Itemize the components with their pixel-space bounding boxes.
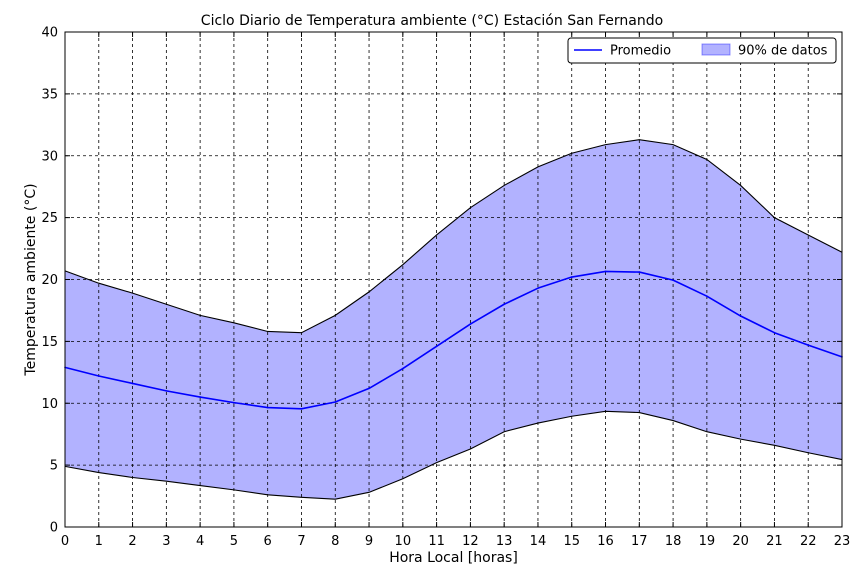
band-lower-edge <box>64 410 843 500</box>
legend-band-swatch <box>701 43 731 56</box>
y-tick-label: 10 <box>41 397 58 412</box>
series-point-promedio <box>807 344 810 346</box>
x-tick-label: 18 <box>665 534 682 549</box>
series-point-promedio <box>266 406 269 409</box>
y-tick-label: 30 <box>41 149 58 164</box>
plot-area: 0 1 2 3 4 5 6 7 8 9 10 11 12 13 14 15 16 17 18 19 20 21 22 2305… <box>41 26 850 550</box>
series-point-promedio <box>300 408 303 410</box>
x-tick-label: 10 <box>395 534 412 549</box>
x-tick-label: 9 <box>365 534 373 549</box>
series-point-promedio <box>131 382 134 385</box>
series-point-promedio <box>97 375 100 377</box>
legend-label-promedio: Promedio <box>610 44 671 59</box>
series-point-promedio <box>706 295 708 298</box>
series-point-promedio <box>537 287 539 289</box>
x-tick-label: 7 <box>297 534 305 549</box>
line-layer <box>64 270 843 410</box>
series-point-promedio <box>469 323 472 325</box>
x-tick-label: 0 <box>61 534 69 549</box>
x-tick-label: 5 <box>230 534 238 549</box>
x-tick-label: 8 <box>331 534 339 549</box>
x-tick-label: 14 <box>530 534 547 549</box>
legend-label-band: 90% de datos <box>738 44 828 59</box>
series-point-promedio <box>402 367 404 370</box>
series-point-promedio <box>165 390 168 392</box>
band-upper-edge <box>64 139 843 334</box>
x-tick-label: 19 <box>699 534 716 549</box>
series-point-promedio <box>334 401 337 403</box>
x-tick-label: 12 <box>462 534 479 549</box>
legend-box <box>567 37 837 64</box>
x-tick-label: 2 <box>128 534 136 549</box>
x-tick-label: 20 <box>732 534 749 549</box>
series-point-promedio <box>570 276 573 278</box>
band-fill <box>65 139 842 500</box>
grid-layer <box>65 32 842 527</box>
y-tick-label: 40 <box>41 26 58 41</box>
series-point-promedio <box>233 401 235 404</box>
x-tick-label: 22 <box>800 534 817 549</box>
series-point-promedio <box>199 396 201 398</box>
legend: Promedio 90% de datos <box>567 37 837 64</box>
y-tick-label: 20 <box>41 273 58 288</box>
series-point-promedio <box>672 279 674 281</box>
x-tick-label: 6 <box>264 534 272 549</box>
y-tick-label: 25 <box>41 211 58 226</box>
x-tick-label: 1 <box>95 534 103 549</box>
x-tick-label: 15 <box>563 534 580 549</box>
y-tick-label: 0 <box>50 521 58 536</box>
series-point-promedio <box>604 270 607 273</box>
series-point-promedio <box>739 315 742 317</box>
series-line-promedio <box>64 270 843 410</box>
x-tick-label: 11 <box>428 534 445 549</box>
y-tick-label: 5 <box>50 459 58 474</box>
series-point-promedio <box>773 331 776 334</box>
x-tick-label: 13 <box>496 534 513 549</box>
series-point-promedio <box>638 271 641 273</box>
series-point-promedio <box>435 345 438 348</box>
x-tick-label: 21 <box>766 534 783 549</box>
y-tick-label: 15 <box>41 335 58 350</box>
y-axis-title: Temperatura ambiente (°C) <box>23 183 39 376</box>
x-tick-label: 4 <box>196 534 204 549</box>
chart-title: Ciclo Diario de Temperatura ambiente (°C… <box>201 13 663 29</box>
x-axis-title: Hora Local [horas] <box>389 550 518 566</box>
x-tick-label: 23 <box>834 534 851 549</box>
x-tick-label: 16 <box>597 534 614 549</box>
y-tick-label: 35 <box>41 87 58 102</box>
x-tick-label: 3 <box>162 534 170 549</box>
x-tick-label: 17 <box>631 534 648 549</box>
series-point-promedio <box>368 387 370 390</box>
band-layer <box>64 139 843 500</box>
tick-layer: 0 1 2 3 4 5 6 7 8 9 10 11 12 13 14 15 16 17 18 19 20 21 22 2305… <box>41 26 850 550</box>
series-point-promedio <box>503 303 505 306</box>
